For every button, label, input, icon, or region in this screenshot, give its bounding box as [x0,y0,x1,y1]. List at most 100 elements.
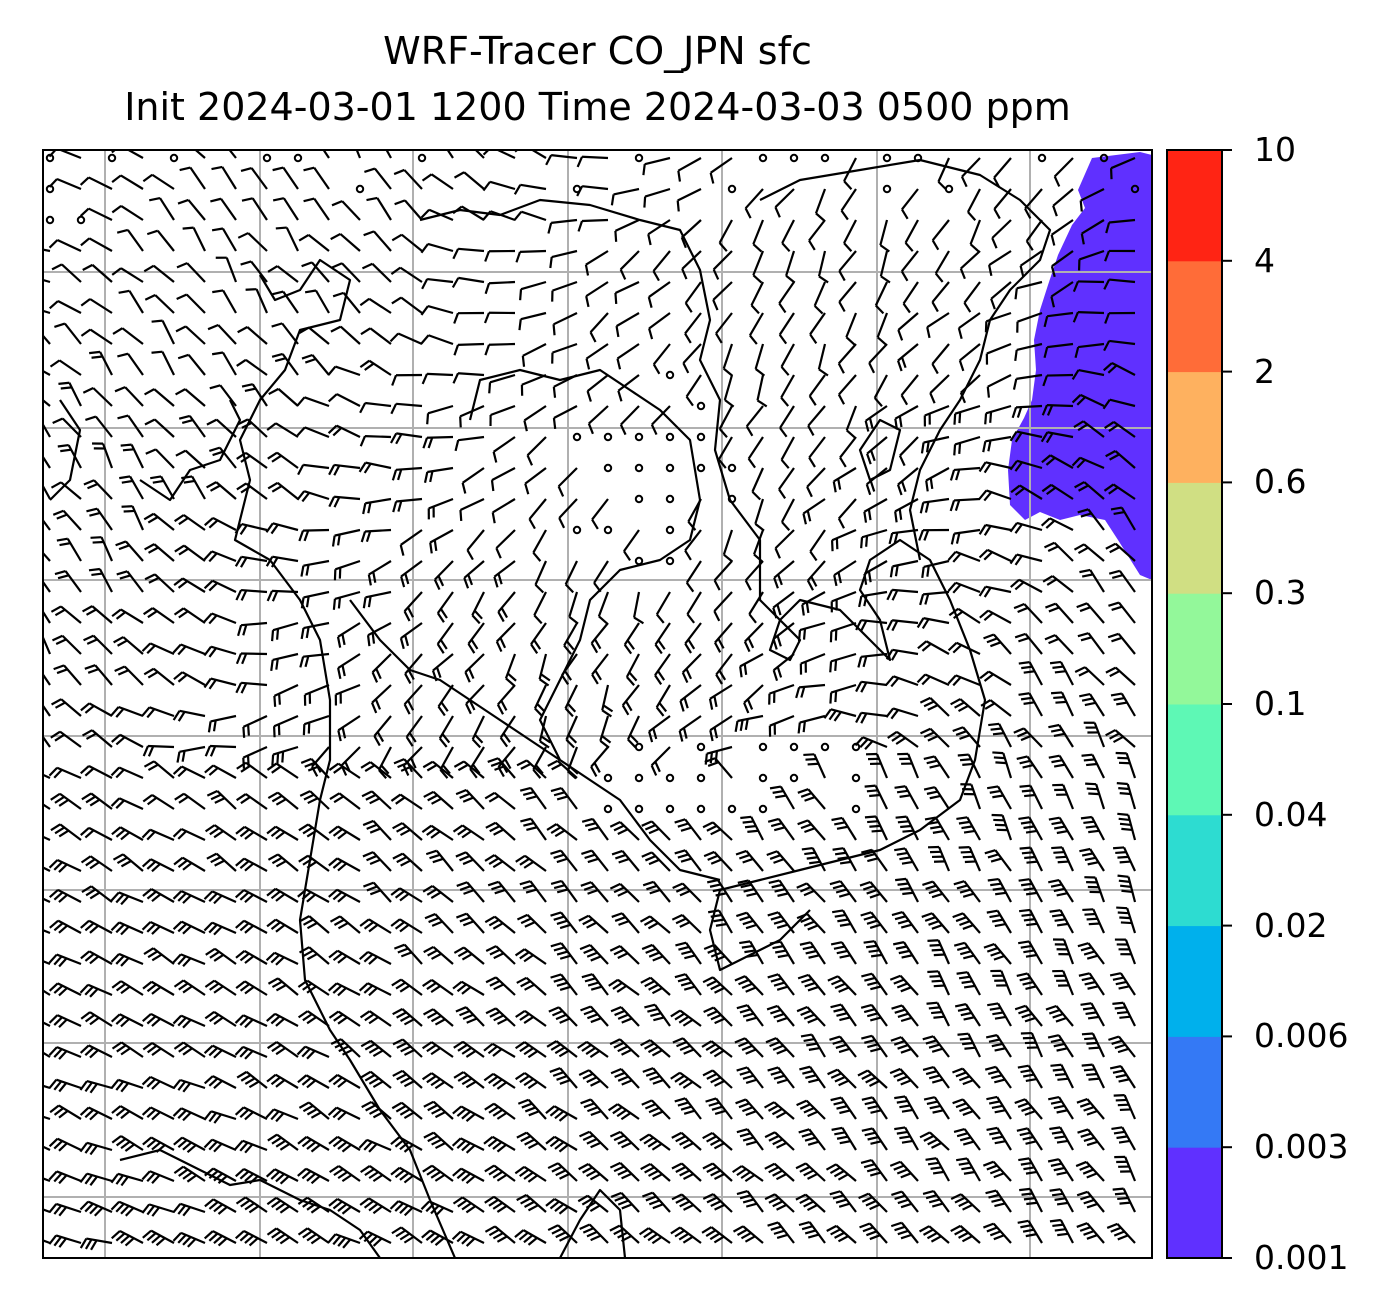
calm-wind-marker [1037,153,1047,163]
wind-barb [1077,942,1105,965]
wind-barb [550,849,578,872]
wind-barb [979,609,1012,624]
wind-barb [925,467,950,492]
wind-barb [767,1221,795,1244]
wind-barb [145,448,175,469]
wind-barb [43,1051,51,1058]
wind-barb [81,729,113,748]
wind-barb [1114,938,1137,965]
wind-barb [718,219,733,252]
wind-barb [328,1197,361,1215]
wind-barb [671,913,702,934]
wind-barb [895,877,919,903]
wind-barb [48,953,82,968]
wind-barb [52,634,82,655]
wind-barb [236,793,268,810]
wind-barb [144,294,175,314]
wind-barb [327,393,361,407]
wind-barb [797,714,826,734]
wind-barb [518,311,547,331]
wind-barb [1016,755,1043,779]
wind-barb [814,188,827,222]
calm-wind-marker [944,184,954,194]
wind-barb [235,857,268,872]
wind-barb [956,816,981,841]
wind-barb [1104,311,1136,324]
wind-barb [684,281,702,313]
wind-barb [144,573,175,593]
wind-barb [921,912,950,934]
wind-barb [516,913,547,934]
wind-barb [235,919,268,934]
wind-barb [111,608,144,624]
wind-barb [796,882,826,903]
wind-barb [547,1162,578,1182]
wind-barb [831,1126,857,1151]
wind-barb [459,404,485,428]
wind-barb [557,467,578,497]
wind-barb [57,444,82,469]
wind-barb [426,404,454,425]
wind-barb [927,939,951,965]
wind-barb [43,773,51,780]
calm-wind-marker [634,773,644,783]
wind-barb [297,1135,330,1153]
wind-barb [639,1133,671,1151]
wind-barb [879,250,891,284]
wind-barb [917,640,950,655]
wind-barb [609,1038,640,1058]
wind-barb [143,760,175,779]
wind-barb [1048,816,1074,841]
wind-barb [488,373,516,394]
wind-barb [330,325,361,345]
wind-barb [874,281,888,315]
wind-barb [53,664,82,686]
wind-barb [701,1040,733,1058]
wind-barb [85,415,113,438]
wind-barb [922,1065,950,1089]
wind-barb [549,1067,578,1089]
wind-barb [1080,219,1105,245]
wind-barb [297,463,330,476]
wind-barb [141,642,175,656]
wind-barb [234,522,268,535]
wind-barb [371,684,392,714]
wind-barb [43,897,51,903]
wind-barb [43,278,51,284]
wind-barb [808,219,826,251]
wind-barb [799,652,826,675]
wind-barb [391,466,423,481]
wind-barb [110,1013,144,1028]
wind-barb [111,980,144,996]
wind-barb [641,851,671,872]
wind-barb [817,343,829,377]
wind-barb [679,684,702,712]
wind-barb [209,446,237,469]
wind-barb [359,1010,392,1027]
wind-barb [551,342,578,364]
wind-barb [950,698,981,717]
wind-barb [116,570,144,593]
wind-barb [923,1096,950,1120]
wind-barb [1014,280,1043,300]
colorbar-segment [1167,1147,1222,1259]
wind-barb [523,405,547,432]
wind-barb [795,1162,826,1182]
wind-barb [829,1190,857,1213]
wind-barb [705,1097,733,1120]
wind-barb [952,1067,981,1089]
wind-barb [1048,879,1074,903]
wind-barb [1078,972,1105,996]
wind-barb [984,849,1012,872]
wind-barb [984,311,1012,333]
wind-barb [424,913,454,934]
wind-barb [686,591,702,624]
wind-barb [829,880,857,903]
wind-barb [674,973,702,996]
wind-barb [1052,783,1075,810]
wind-barb [580,1005,609,1027]
wind-barb [754,343,766,377]
wind-barb [81,885,113,903]
wind-barb [204,1010,237,1027]
wind-barb [625,653,640,686]
